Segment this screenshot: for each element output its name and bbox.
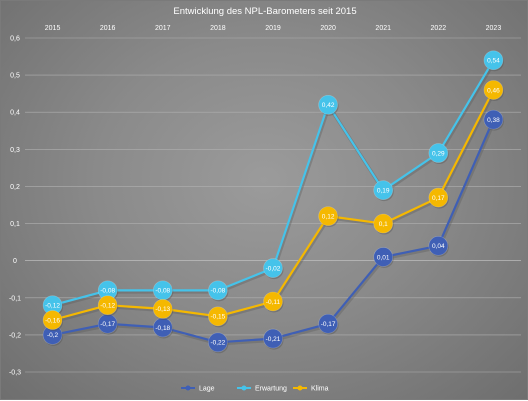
x-tick-label: 2019 (265, 25, 281, 32)
data-point-erwartung (483, 50, 504, 71)
data-point-klima (428, 187, 449, 208)
data-point-klima (318, 206, 338, 226)
data-point-lage (373, 247, 394, 267)
data-point-klima (97, 295, 118, 316)
data-label: 0,01 (377, 254, 390, 261)
data-point-klima (208, 306, 228, 327)
y-axis-ticks: 0,6 0,5 0,4 0,3 0,2 0,1 0 -0,1 -0,2 -0,3 (9, 36, 21, 377)
data-label: -0,2 (47, 332, 59, 339)
x-tick-label: 2023 (486, 25, 502, 32)
data-label: 0,17 (432, 195, 445, 202)
legend-item-erwartung: Erwartung (237, 385, 287, 393)
data-label: -0,16 (45, 317, 60, 324)
data-label: -0,08 (155, 288, 170, 295)
data-label: -0,21 (266, 336, 281, 343)
y-tick-label: 0,5 (10, 73, 20, 80)
y-tick-label: 0 (13, 258, 17, 265)
y-tick-label: 0,4 (10, 110, 20, 117)
x-tick-label: 2022 (431, 25, 447, 32)
legend-marker (241, 385, 247, 391)
data-label: -0,12 (45, 303, 60, 310)
data-point-erwartung (263, 258, 283, 278)
legend-label: Erwartung (255, 386, 287, 393)
data-label: -0,17 (321, 321, 336, 328)
data-label: -0,08 (100, 288, 115, 295)
data-label: -0,12 (100, 303, 115, 310)
x-tick-label: 2020 (320, 25, 336, 32)
series-points: -0,2 -0,17 -0,18 -0,22 -0,21 -0,17 0,01 0,04 0,3… (42, 50, 504, 354)
legend: Lage Erwartung Klima (181, 385, 329, 393)
data-point-klima (263, 291, 283, 312)
data-label: -0,22 (210, 340, 225, 347)
data-label: 0,54 (487, 58, 500, 65)
data-label: -0,08 (210, 288, 225, 295)
y-tick-label: -0,3 (9, 370, 21, 377)
x-axis-ticks: 2015 2016 2017 2018 2019 2020 2021 2022 2023 (45, 25, 502, 32)
data-label: 0,42 (322, 102, 335, 109)
y-tick-label: 0,3 (10, 147, 20, 154)
data-point-erwartung (373, 180, 394, 200)
y-tick-label: 0,2 (10, 184, 20, 191)
series-line-shadow (53, 90, 496, 324)
gridlines (25, 37, 521, 373)
data-label: -0,02 (266, 265, 281, 272)
legend-marker (185, 385, 191, 391)
x-tick-label: 2016 (100, 25, 116, 32)
data-point-lage (428, 236, 449, 256)
data-label: -0,13 (155, 306, 170, 313)
data-point-klima (373, 213, 394, 234)
data-point-lage (208, 332, 228, 353)
x-tick-label: 2018 (210, 25, 226, 32)
data-label: 0,46 (487, 87, 500, 94)
x-tick-label: 2017 (155, 25, 171, 32)
data-label: 0,1 (379, 221, 388, 228)
chart-title: Entwicklung des NPL-Barometers seit 2015 (173, 6, 357, 17)
data-point-klima (42, 310, 63, 330)
data-point-lage (263, 328, 283, 349)
data-point-lage (318, 313, 338, 334)
data-label: -0,15 (210, 314, 225, 321)
y-tick-label: -0,1 (9, 295, 21, 302)
y-tick-label: 0,6 (10, 36, 20, 43)
data-point-lage (483, 109, 504, 130)
x-tick-label: 2021 (375, 25, 391, 32)
data-label: -0,18 (155, 325, 170, 332)
data-label: 0,38 (487, 117, 500, 124)
data-point-klima (483, 80, 504, 100)
data-label: 0,12 (322, 213, 335, 220)
legend-label: Klima (311, 386, 329, 393)
data-point-klima (152, 299, 173, 319)
data-label: 0,04 (432, 243, 445, 250)
y-tick-label: -0,2 (9, 332, 21, 339)
data-label: -0,11 (266, 299, 281, 306)
data-label: 0,19 (377, 187, 390, 194)
data-label: -0,17 (100, 321, 115, 328)
legend-item-lage: Lage (181, 385, 215, 393)
data-label: 0,29 (432, 150, 445, 157)
legend-label: Lage (199, 386, 215, 393)
legend-marker (297, 385, 303, 391)
data-point-erwartung (428, 143, 449, 163)
legend-item-klima: Klima (293, 385, 329, 393)
data-point-erwartung (208, 280, 228, 301)
data-point-erwartung (318, 95, 338, 115)
x-tick-label: 2015 (45, 25, 61, 32)
y-tick-label: 0,1 (10, 221, 20, 228)
